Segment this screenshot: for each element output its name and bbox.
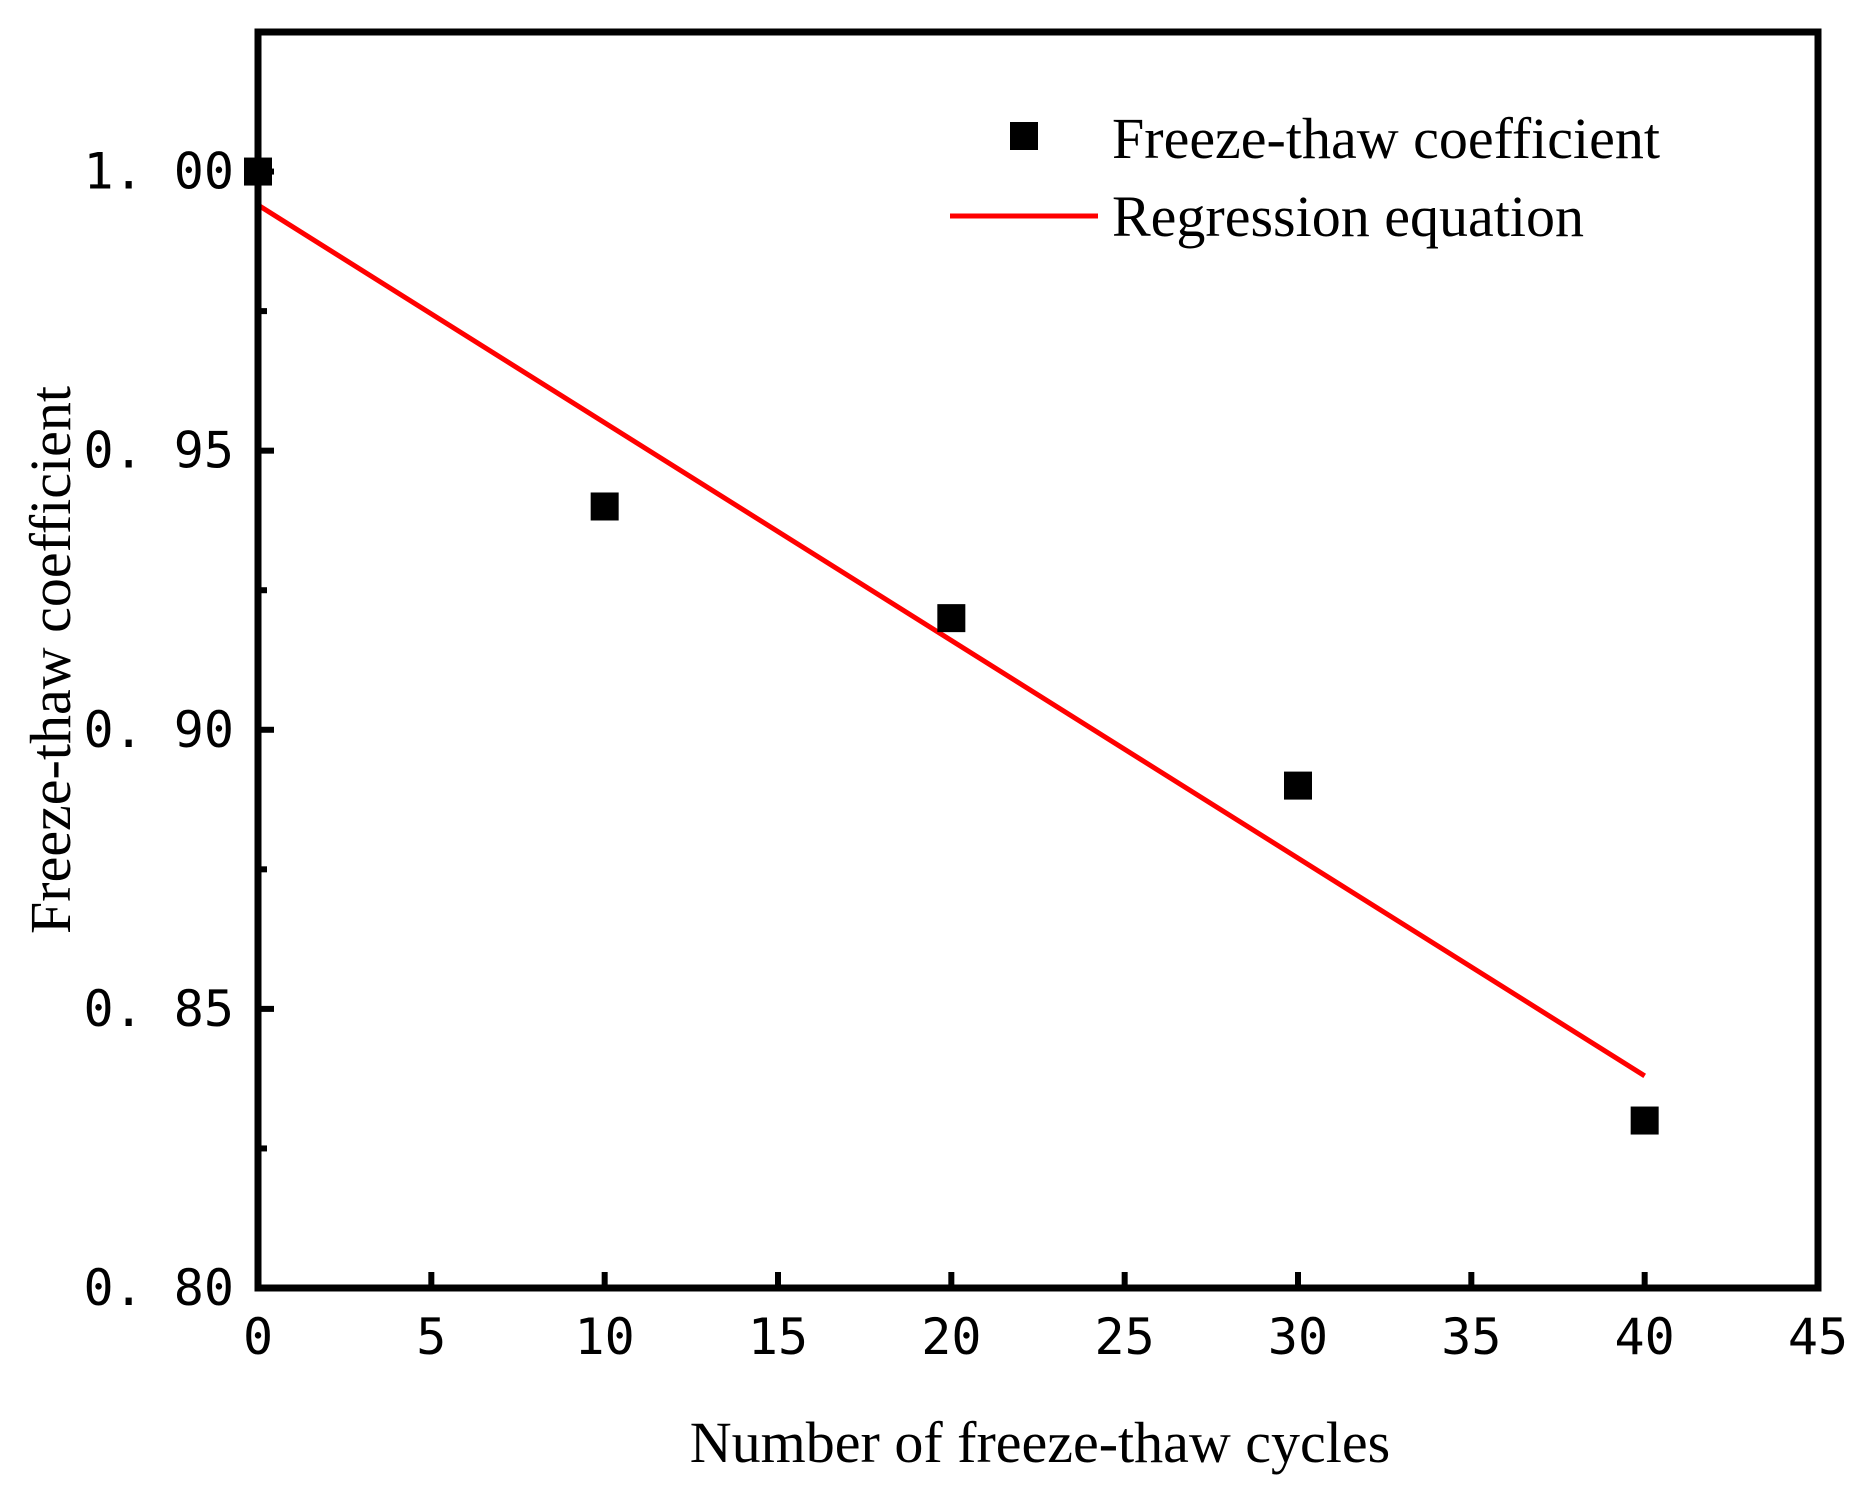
x-tick-label: 30 [1268,1308,1328,1366]
x-tick-label: 35 [1441,1308,1501,1366]
data-point [590,492,619,521]
x-tick-label: 20 [921,1308,981,1366]
legend: Freeze-thaw coefficient Regression equat… [950,106,1660,249]
y-axis-title: Freeze-thaw coefficient [18,386,83,934]
legend-label-regression: Regression equation [1112,184,1584,249]
x-tick-label: 40 [1615,1308,1675,1366]
data-point [1630,1106,1659,1135]
x-tick-label: 5 [416,1308,446,1366]
legend-label-scatter: Freeze-thaw coefficient [1112,106,1660,171]
data-point [1284,771,1312,800]
x-tick-label: 15 [748,1308,808,1366]
data-point [937,604,966,633]
y-tick-label: 0. 80 [83,1259,234,1317]
plot-series [244,157,1659,1135]
plot-area-frame [254,28,1822,1292]
y-tick-label: 1. 00 [83,143,234,201]
y-tick-label: 0. 85 [83,980,234,1038]
x-tick-label: 45 [1788,1308,1848,1366]
x-tick-label: 0 [243,1308,273,1366]
y-tick-label: 0. 95 [83,422,234,480]
x-tick-label: 10 [575,1308,635,1366]
tick-labels: 0 5 10 15 20 25 30 35 40 45 0. 80 0. 85 0. 90 0. 95 1.… [83,143,1848,1366]
legend-marker-scatter [1010,122,1038,150]
x-tick-label: 25 [1095,1308,1155,1366]
x-axis-title: Number of freeze-thaw cycles [690,1410,1390,1475]
axis-ticks [255,168,1821,1291]
regression-line [256,202,1646,1078]
y-tick-label: 0. 90 [83,701,234,759]
